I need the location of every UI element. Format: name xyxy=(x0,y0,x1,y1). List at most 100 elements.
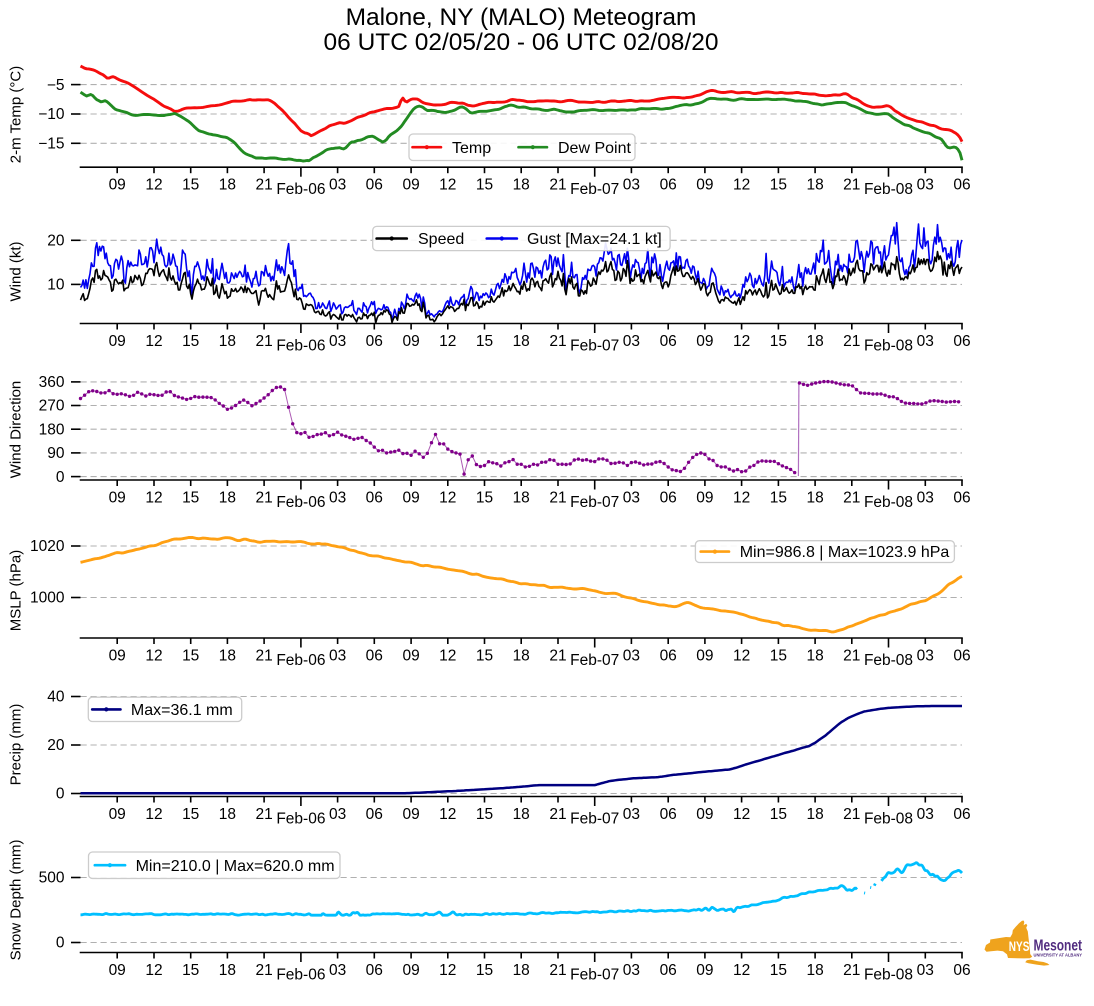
svg-text:09: 09 xyxy=(402,490,419,507)
svg-text:12: 12 xyxy=(145,177,162,194)
svg-text:Speed: Speed xyxy=(418,231,464,248)
svg-text:09: 09 xyxy=(402,177,419,194)
svg-text:03: 03 xyxy=(623,490,640,507)
svg-text:09: 09 xyxy=(696,490,713,507)
svg-text:09: 09 xyxy=(109,648,126,665)
svg-text:03: 03 xyxy=(623,962,640,979)
svg-text:09: 09 xyxy=(109,806,126,823)
svg-text:12: 12 xyxy=(145,490,162,507)
svg-text:12: 12 xyxy=(439,490,456,507)
svg-text:12: 12 xyxy=(733,490,750,507)
svg-text:09: 09 xyxy=(696,333,713,350)
svg-text:Feb-07: Feb-07 xyxy=(570,652,619,669)
svg-text:Feb-07: Feb-07 xyxy=(570,967,619,984)
svg-text:18: 18 xyxy=(806,490,823,507)
svg-text:15: 15 xyxy=(182,490,199,507)
svg-text:12: 12 xyxy=(145,333,162,350)
svg-text:03: 03 xyxy=(329,177,346,194)
svg-text:03: 03 xyxy=(329,490,346,507)
svg-text:21: 21 xyxy=(549,962,566,979)
svg-text:21: 21 xyxy=(843,962,860,979)
svg-text:21: 21 xyxy=(549,490,566,507)
svg-text:12: 12 xyxy=(145,962,162,979)
svg-text:18: 18 xyxy=(513,648,530,665)
svg-text:21: 21 xyxy=(255,648,272,665)
svg-text:40: 40 xyxy=(47,689,65,706)
svg-text:09: 09 xyxy=(109,962,126,979)
svg-text:03: 03 xyxy=(623,177,640,194)
svg-text:Feb-06: Feb-06 xyxy=(276,494,325,511)
svg-text:Feb-07: Feb-07 xyxy=(570,338,619,355)
svg-text:06: 06 xyxy=(660,333,677,350)
svg-text:MSLP (hPa): MSLP (hPa) xyxy=(7,550,24,631)
svg-text:18: 18 xyxy=(806,806,823,823)
svg-text:18: 18 xyxy=(219,333,236,350)
svg-text:18: 18 xyxy=(513,806,530,823)
svg-text:Precip (mm): Precip (mm) xyxy=(7,704,24,786)
svg-text:NYS: NYS xyxy=(1009,938,1030,954)
svg-text:15: 15 xyxy=(476,962,493,979)
svg-text:Snow Depth (mm): Snow Depth (mm) xyxy=(7,840,24,961)
svg-text:06: 06 xyxy=(366,806,383,823)
svg-text:21: 21 xyxy=(843,806,860,823)
svg-text:06: 06 xyxy=(953,806,970,823)
svg-text:21: 21 xyxy=(549,333,566,350)
svg-text:Mesonet: Mesonet xyxy=(1034,938,1083,955)
svg-text:09: 09 xyxy=(402,333,419,350)
svg-text:Dew Point: Dew Point xyxy=(558,140,631,157)
svg-text:09: 09 xyxy=(402,806,419,823)
svg-text:−5: −5 xyxy=(47,77,65,94)
svg-text:18: 18 xyxy=(219,648,236,665)
svg-text:12: 12 xyxy=(439,648,456,665)
svg-text:12: 12 xyxy=(733,333,750,350)
svg-text:18: 18 xyxy=(513,177,530,194)
svg-text:Feb-08: Feb-08 xyxy=(864,181,913,198)
svg-text:18: 18 xyxy=(513,490,530,507)
svg-text:15: 15 xyxy=(770,177,787,194)
svg-text:270: 270 xyxy=(39,398,65,415)
svg-text:12: 12 xyxy=(439,177,456,194)
svg-text:Wind Direction: Wind Direction xyxy=(7,381,24,479)
svg-text:UNIVERSITY AT ALBANY: UNIVERSITY AT ALBANY xyxy=(1034,953,1083,959)
svg-text:21: 21 xyxy=(843,333,860,350)
svg-text:21: 21 xyxy=(843,490,860,507)
svg-text:03: 03 xyxy=(917,177,934,194)
svg-text:06: 06 xyxy=(953,333,970,350)
svg-text:09: 09 xyxy=(696,962,713,979)
svg-text:09: 09 xyxy=(109,177,126,194)
svg-text:03: 03 xyxy=(623,648,640,665)
svg-text:21: 21 xyxy=(255,806,272,823)
svg-text:−15: −15 xyxy=(38,136,64,153)
svg-text:500: 500 xyxy=(39,870,65,887)
svg-text:06: 06 xyxy=(366,490,383,507)
svg-text:09: 09 xyxy=(402,962,419,979)
svg-text:15: 15 xyxy=(770,648,787,665)
svg-text:06: 06 xyxy=(953,962,970,979)
svg-text:12: 12 xyxy=(439,806,456,823)
svg-text:18: 18 xyxy=(806,333,823,350)
svg-text:15: 15 xyxy=(476,648,493,665)
svg-text:12: 12 xyxy=(733,806,750,823)
svg-text:15: 15 xyxy=(182,177,199,194)
svg-text:03: 03 xyxy=(329,806,346,823)
svg-text:06: 06 xyxy=(366,648,383,665)
svg-text:06: 06 xyxy=(953,490,970,507)
svg-text:15: 15 xyxy=(182,806,199,823)
svg-text:15: 15 xyxy=(770,333,787,350)
svg-text:20: 20 xyxy=(47,737,65,754)
svg-text:15: 15 xyxy=(182,333,199,350)
svg-text:09: 09 xyxy=(696,648,713,665)
svg-text:03: 03 xyxy=(917,648,934,665)
svg-text:Feb-06: Feb-06 xyxy=(276,967,325,984)
svg-text:06: 06 xyxy=(660,962,677,979)
svg-text:18: 18 xyxy=(219,177,236,194)
svg-text:12: 12 xyxy=(733,177,750,194)
svg-text:15: 15 xyxy=(770,490,787,507)
svg-text:21: 21 xyxy=(549,648,566,665)
svg-text:Feb-06: Feb-06 xyxy=(276,338,325,355)
svg-text:0: 0 xyxy=(56,935,65,952)
svg-text:06: 06 xyxy=(366,962,383,979)
svg-text:Feb-06: Feb-06 xyxy=(276,652,325,669)
svg-text:12: 12 xyxy=(145,648,162,665)
svg-text:03: 03 xyxy=(329,648,346,665)
